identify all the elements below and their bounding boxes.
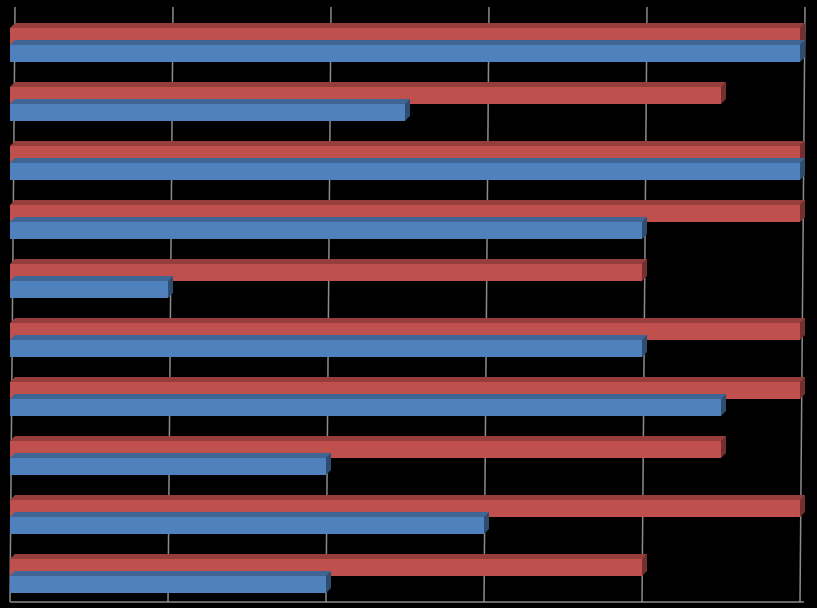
bar-blue-3 [10,222,642,239]
bar-blue-0 [10,45,800,62]
bars [10,23,805,593]
bar-blue-2-top [10,158,805,163]
bar-blue-7-top [10,453,331,458]
bar-red-9-top [10,554,647,559]
bar-red-8-top [10,495,805,500]
bar-blue-5-top [10,335,647,340]
bar-red-0-top [10,23,805,28]
bar-blue-4 [10,281,168,298]
bar-red-3-top [10,200,805,205]
bar-blue-8-top [10,512,489,517]
bar-blue-1-side [405,99,410,121]
bar-red-0-side [800,23,805,45]
bar-red-8-side [800,495,805,517]
bar-red-7-top [10,436,726,441]
bar-blue-6-side [721,394,726,416]
bar-red-5-top [10,318,805,323]
bar-blue-1 [10,104,405,121]
bar-blue-0-top [10,40,805,45]
bar-red-2-side [800,141,805,163]
bar-red-1-top [10,82,726,87]
bar-blue-9 [10,576,326,593]
bar-red-7-side [721,436,726,458]
bar-blue-0-side [800,40,805,62]
bar-blue-4-top [10,276,173,281]
bar-blue-5 [10,340,642,357]
bar-red-2-top [10,141,805,146]
bar-red-6-side [800,377,805,399]
bar-blue-6-top [10,394,726,399]
bar-blue-3-side [642,217,647,239]
bar-blue-4-side [168,276,173,298]
bar-red-3-side [800,200,805,222]
bar-blue-3-top [10,217,647,222]
bar-blue-9-side [326,571,331,593]
bar-blue-7-side [326,453,331,475]
bar-blue-7 [10,458,326,475]
bar-red-6-top [10,377,805,382]
bar-blue-9-top [10,571,331,576]
bar-red-4-side [642,259,647,281]
bar-blue-1-top [10,99,410,104]
bar-blue-2-side [800,158,805,180]
bar-blue-8-side [484,512,489,534]
bar-blue-5-side [642,335,647,357]
bar-blue-8 [10,517,484,534]
bar-blue-6 [10,399,721,416]
bar-red-5-side [800,318,805,340]
bar-blue-2 [10,163,800,180]
bar-red-9-side [642,554,647,576]
bar-red-1-side [721,82,726,104]
bar-red-4-top [10,259,647,264]
